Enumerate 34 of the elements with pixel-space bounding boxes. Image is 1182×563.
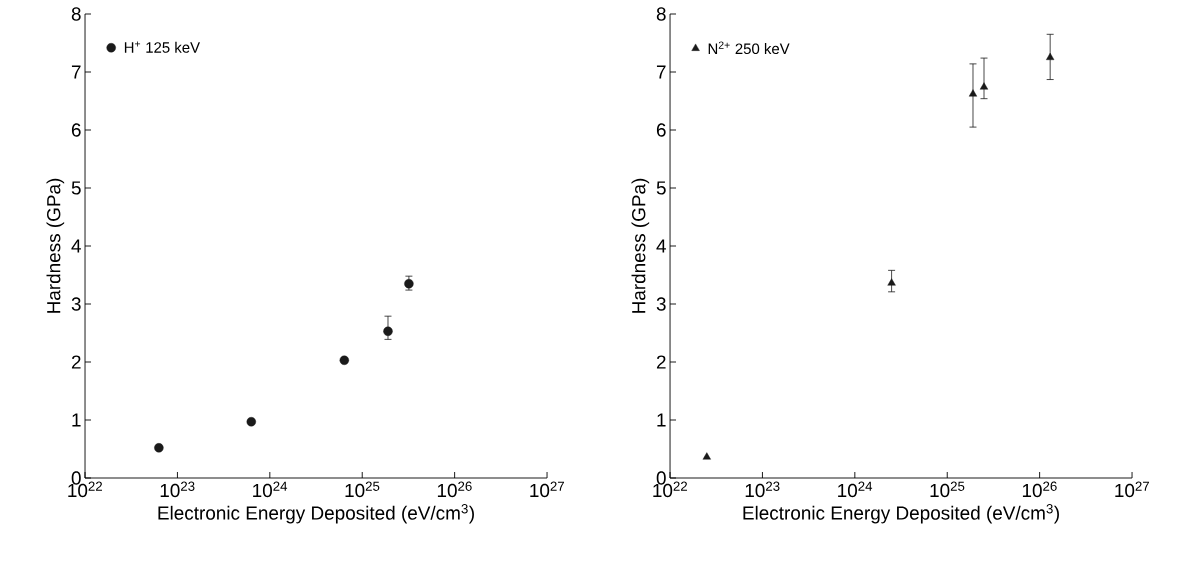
x-axis-title: Electronic Energy Deposited (eV/cm$^{3}$) (743, 504, 1059, 524)
legend-label: N$^{2+}$ 250 keV (708, 41, 790, 55)
x-tick-label: 10$^{24}$ (253, 481, 288, 498)
y-tick-label: 5 (71, 181, 81, 195)
y-tick-label: 3 (71, 297, 81, 311)
y-tick-label: 5 (656, 181, 666, 195)
y-tick-label: 8 (656, 7, 666, 21)
x-tick-label: 10$^{26}$ (437, 481, 472, 498)
y-tick-label: 7 (656, 65, 666, 79)
y-tick-label: 7 (71, 65, 81, 79)
y-tick-label: 4 (71, 239, 81, 253)
legend-label: H$^{+}$ 125 keV (124, 41, 200, 53)
x-tick-label: 10$^{26}$ (1022, 481, 1057, 498)
y-tick-label: 4 (656, 239, 666, 253)
y-tick-label: 6 (71, 123, 81, 137)
x-tick-label: 10$^{25}$ (345, 481, 380, 498)
y-tick-label: 0 (656, 471, 666, 485)
y-tick-label: 8 (71, 7, 81, 21)
y-tick-label: 0 (71, 471, 81, 485)
y-tick-label: 3 (656, 297, 666, 311)
x-tick-label: 10$^{24}$ (838, 481, 873, 498)
x-tick-label: 10$^{27}$ (530, 481, 565, 498)
y-tick-label: 1 (72, 413, 81, 427)
y-tick-label: 2 (656, 355, 666, 369)
y-tick-label: 2 (71, 355, 81, 369)
x-tick-label: 10$^{25}$ (930, 481, 965, 498)
y-tick-label: 6 (656, 123, 666, 137)
x-tick-label: 10$^{23}$ (160, 481, 195, 498)
x-tick-label: 10$^{23}$ (745, 481, 780, 498)
y-axis-title: Hardness (GPa) (46, 178, 65, 313)
y-axis-title: Hardness (GPa) (631, 178, 650, 313)
x-tick-label: 10$^{27}$ (1115, 481, 1150, 498)
y-tick-label: 1 (657, 413, 666, 427)
x-axis-title: Electronic Energy Deposited (eV/cm$^{3}$) (158, 504, 474, 524)
